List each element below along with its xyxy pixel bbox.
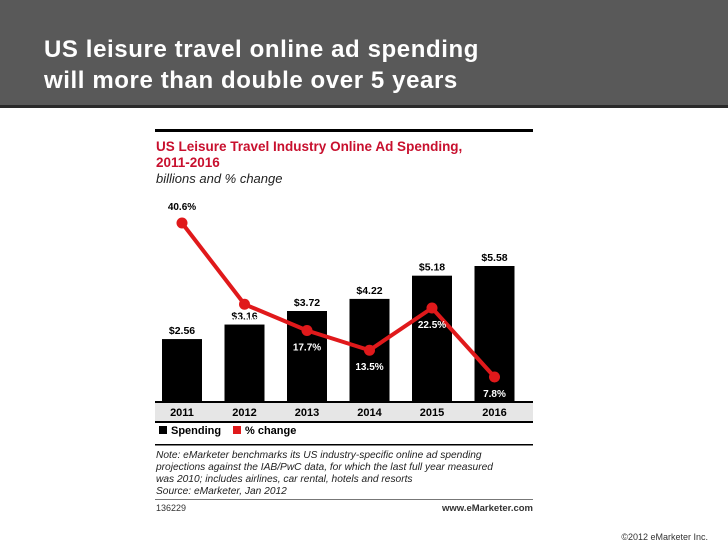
- pct-change-line: [180, 221, 496, 379]
- legend-label-pct-change: % change: [245, 425, 296, 437]
- chart-title-line-1: US Leisure Travel Industry Online Ad Spe…: [156, 139, 462, 154]
- copyright-notice: ©2012 eMarketer Inc.: [621, 532, 708, 542]
- pct-point-2014: [364, 344, 375, 356]
- bar-label-2014: $4.22: [356, 285, 382, 297]
- bar-2015: [412, 275, 452, 401]
- chart-subtitle: billions and % change: [156, 171, 282, 186]
- x-tick-2015: 2015: [420, 407, 444, 419]
- slide-title-line-2: will more than double over 5 years: [44, 67, 458, 94]
- slide-title-line-1: US leisure travel online ad spending: [44, 36, 480, 63]
- legend: Spending % change: [159, 425, 296, 437]
- pct-point-2015: [426, 302, 438, 314]
- emarketer-brand-link[interactable]: www.eMarketer.com: [441, 503, 533, 514]
- x-tick-2014: 2014: [357, 407, 382, 419]
- labels-layer: $2.56 $3.16 $3.72 $4.22 $5.18 $5.58 40.6% 23.3%…: [168, 202, 508, 400]
- bar-label-2011: $2.56: [169, 325, 195, 337]
- x-axis-band: [155, 403, 533, 421]
- pct-point-2016: [489, 371, 500, 383]
- footer-rule: [155, 499, 533, 500]
- bars-layer: [162, 266, 515, 401]
- x-tick-2016: 2016: [482, 407, 506, 419]
- x-axis-bottom-line: [155, 421, 533, 423]
- chart-svg: US Leisure Travel Industry Online Ad Spe…: [155, 129, 533, 514]
- x-tick-2011: 2011: [170, 407, 194, 419]
- bar-label-2012: $3.16: [231, 311, 257, 323]
- chart-id: 136229: [156, 503, 186, 513]
- pct-point-2012: [239, 298, 250, 310]
- legend-swatch-spending: [159, 426, 167, 434]
- x-axis-line: [155, 401, 533, 403]
- pct-label-2013: 17.7%: [293, 343, 321, 354]
- bar-2012: [224, 324, 265, 401]
- note-line-2: projections against the IAB/PwC data, fo…: [155, 462, 493, 473]
- pct-point-2011: [176, 217, 188, 229]
- chart-note: Note: eMarketer benchmarks its US indust…: [155, 450, 493, 497]
- x-tick-2013: 2013: [295, 407, 319, 419]
- slide-header: US leisure travel online ad spending wil…: [0, 0, 728, 108]
- legend-swatch-pct-change: [233, 426, 241, 434]
- bar-2011: [162, 339, 202, 401]
- chart-title-line-2: 2011-2016: [156, 155, 220, 170]
- note-line-3: was 2010; includes airlines, car rental,…: [156, 474, 413, 485]
- note-rule: [155, 444, 533, 446]
- chart-card: US Leisure Travel Industry Online Ad Spe…: [150, 127, 538, 520]
- pct-label-2014: 13.5%: [355, 362, 383, 373]
- x-tick-labels: 2011 2012 2013 2014 2015 2016: [170, 407, 507, 419]
- pct-label-2012: 23.3%: [230, 316, 258, 327]
- note-line-1: Note: eMarketer benchmarks its US indust…: [156, 450, 482, 461]
- pct-label-2016: 7.8%: [483, 389, 506, 400]
- bar-label-2015: $5.18: [419, 262, 445, 274]
- pct-point-2013: [301, 325, 313, 337]
- bar-label-2016: $5.58: [481, 252, 507, 264]
- chart-top-rule: [155, 129, 533, 132]
- slide-title: US leisure travel online ad spending wil…: [44, 34, 704, 96]
- x-tick-2012: 2012: [232, 407, 256, 419]
- bar-label-2013: $3.72: [294, 297, 320, 309]
- note-line-4: Source: eMarketer, Jan 2012: [156, 486, 287, 497]
- line-layer: [176, 217, 500, 383]
- pct-label-2011: 40.6%: [168, 202, 196, 213]
- legend-label-spending: Spending: [171, 425, 221, 437]
- pct-label-2015: 22.5%: [418, 320, 446, 331]
